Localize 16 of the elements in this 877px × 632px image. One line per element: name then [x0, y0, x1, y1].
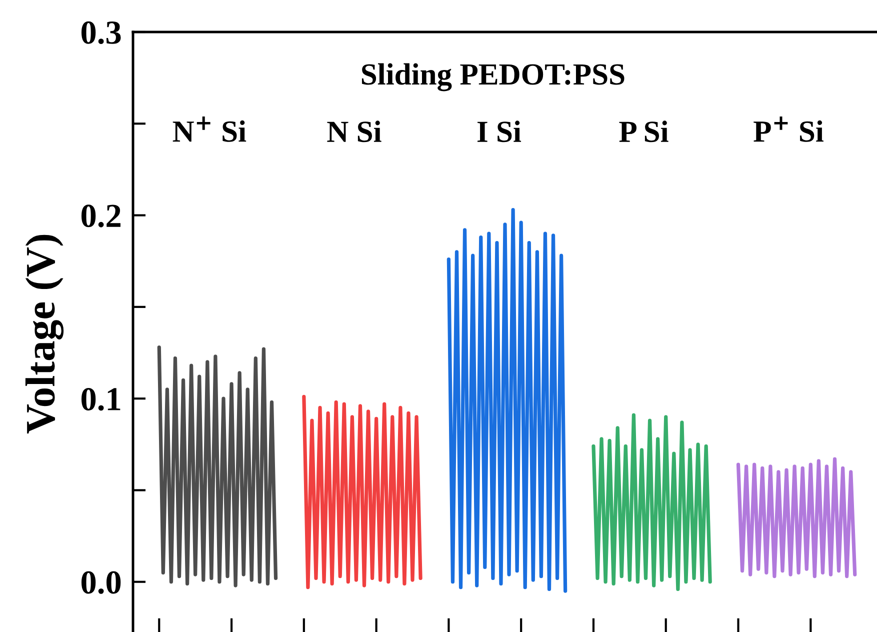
- line-series: [302, 394, 422, 590]
- line-series: [736, 457, 857, 578]
- annotation: P Si: [619, 120, 668, 142]
- y-tick-label: 0.3: [81, 21, 121, 44]
- y-tick-label: 0.1: [81, 388, 120, 411]
- annotation: I Si: [477, 120, 522, 142]
- line-series: [157, 345, 278, 588]
- annotation: N Si: [327, 120, 382, 142]
- annotation: N$^{+}$ Si: [172, 116, 246, 142]
- y-tick-label: 0.0: [81, 571, 121, 594]
- annotation: P$^{+}$ Si: [754, 116, 824, 142]
- line-series: [592, 413, 712, 591]
- text: Sliding PEDOT:PSS: [362, 63, 624, 92]
- y-axis-title: Voltage (V): [25, 234, 64, 434]
- line-series: [446, 208, 568, 593]
- y-tick-label: 0.2: [81, 204, 120, 228]
